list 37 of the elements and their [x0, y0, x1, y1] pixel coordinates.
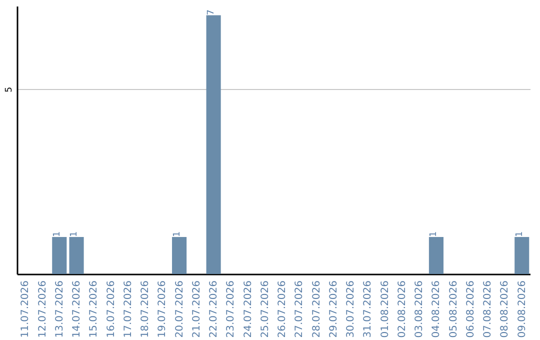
x-tick-label: 06.08.2026 [465, 280, 476, 338]
x-tick-label: 19.07.2026 [157, 280, 168, 338]
x-tick-label: 03.08.2026 [414, 280, 426, 338]
x-tick-label: 25.07.2026 [260, 280, 271, 338]
x-tick-label: 24.07.2026 [242, 280, 254, 338]
x-tick-label: 05.08.2026 [448, 280, 460, 338]
x-tick-label: 30.07.2026 [346, 280, 357, 338]
data-label: 1 [514, 231, 525, 238]
x-tick-label: 14.07.2026 [72, 280, 83, 338]
x-tick-label: 26.07.2026 [277, 280, 288, 338]
x-tick-label: 29.07.2026 [328, 280, 340, 338]
x-tick-label: 22.07.2026 [208, 280, 220, 338]
x-tick-label: 08.08.2026 [500, 280, 511, 338]
x-tick-label: 20.07.2026 [174, 280, 186, 338]
data-label: 7 [206, 10, 217, 16]
data-label: 1 [429, 231, 440, 238]
x-tick-label: 01.08.2026 [380, 280, 391, 338]
x-tick-label: 28.07.2026 [311, 280, 322, 338]
x-tick-label: 12.07.2026 [37, 280, 48, 338]
x-tick-label: 11.07.2026 [20, 280, 32, 338]
data-label: 1 [172, 231, 182, 238]
x-tick-label: 02.08.2026 [396, 280, 408, 338]
x-tick-label: 27.07.2026 [294, 280, 306, 338]
x-tick-label: 21.07.2026 [191, 280, 202, 338]
data-label: 1 [52, 231, 62, 238]
x-tick-label: 13.07.2026 [54, 280, 66, 338]
data-label: 1 [70, 231, 80, 238]
x-tick-label: 09.08.2026 [516, 280, 528, 338]
x-tick-label: 31.07.2026 [362, 280, 374, 338]
x-tick-label: 17.07.2026 [122, 280, 134, 338]
y-tick-label: 5 [4, 86, 14, 93]
x-tick-label: 15.07.2026 [88, 280, 100, 338]
x-tick-label: 07.08.2026 [482, 280, 494, 338]
x-tick-label: 23.07.2026 [226, 280, 237, 338]
x-tick-label: 04.08.2026 [431, 280, 442, 338]
x-tick-label: 18.07.2026 [140, 280, 152, 338]
x-tick-label: 16.07.2026 [106, 280, 117, 338]
